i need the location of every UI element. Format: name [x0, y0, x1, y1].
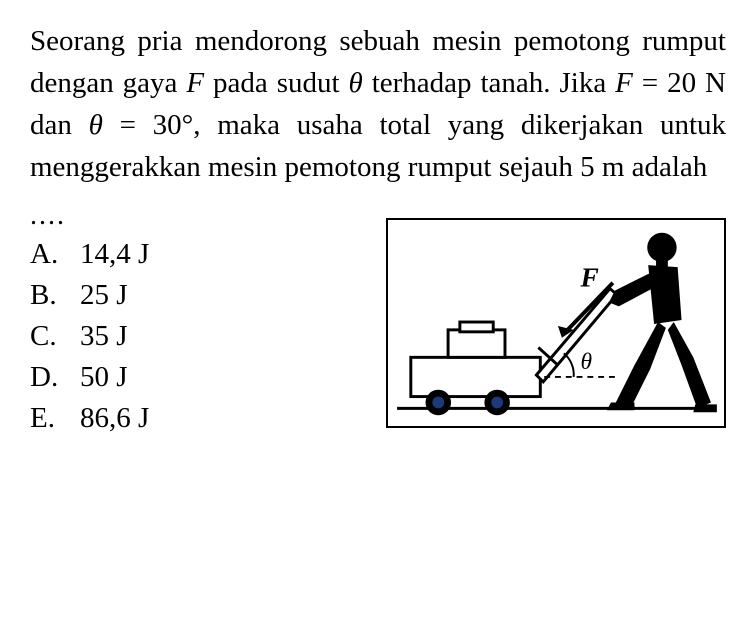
- mower-handle: [536, 289, 616, 382]
- angle-label: θ: [581, 349, 593, 375]
- answer-c-value: 35 J: [80, 320, 128, 353]
- answer-b-label: B.: [30, 279, 80, 312]
- mower-diagram-svg: θ F: [388, 220, 724, 426]
- answer-e-value: 86,6 J: [80, 402, 149, 435]
- answer-a: A. 14,4 J: [30, 238, 149, 271]
- answer-list: .... A. 14,4 J B. 25 J C. 35 J D. 50 J E…: [30, 196, 149, 443]
- mower-engine-top: [460, 322, 493, 332]
- answer-d: D. 50 J: [30, 361, 149, 394]
- eq-theta: θ: [89, 109, 103, 141]
- q-part-3: terhadap tanah. Jika: [363, 67, 615, 99]
- q-part-2: pada sudut: [204, 67, 348, 99]
- wheel-left-inner: [432, 397, 444, 409]
- question-text: Seorang pria mendorong sebuah mesin pemo…: [30, 20, 726, 188]
- eq-theta-val: = 30°, maka usaha total yang dikerjakan …: [30, 109, 726, 183]
- answer-a-label: A.: [30, 238, 80, 271]
- answer-d-value: 50 J: [80, 361, 128, 394]
- answer-b: B. 25 J: [30, 279, 149, 312]
- eq-f: F: [615, 67, 633, 99]
- answer-a-value: 14,4 J: [80, 238, 149, 271]
- answer-e-label: E.: [30, 402, 80, 435]
- mower-engine: [448, 330, 505, 357]
- answer-c-label: C.: [30, 320, 80, 353]
- force-label: F: [580, 263, 599, 293]
- answer-e: E. 86,6 J: [30, 402, 149, 435]
- man-silhouette: [607, 233, 717, 413]
- var-theta: θ: [349, 67, 363, 99]
- var-f: F: [186, 67, 204, 99]
- answer-d-label: D.: [30, 361, 80, 394]
- illustration: θ F: [386, 218, 726, 428]
- answer-c: C. 35 J: [30, 320, 149, 353]
- wheel-right-inner: [491, 397, 503, 409]
- mower-body: [411, 358, 540, 397]
- ellipsis: ....: [30, 200, 149, 232]
- bottom-section: .... A. 14,4 J B. 25 J C. 35 J D. 50 J E…: [30, 196, 726, 443]
- answer-b-value: 25 J: [80, 279, 128, 312]
